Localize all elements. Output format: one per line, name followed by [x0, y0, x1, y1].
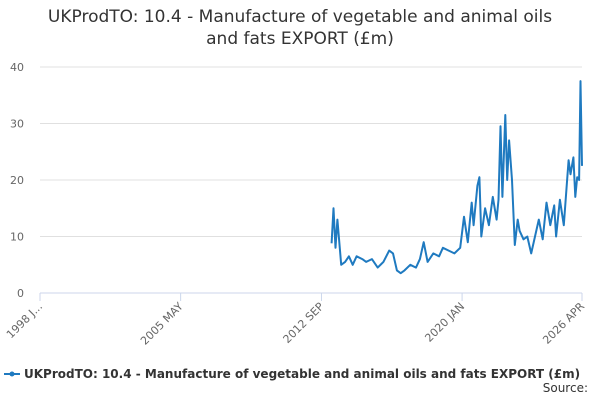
y-tick-label: 10 — [10, 231, 24, 244]
x-tick-label: 2012 SEP — [281, 300, 327, 346]
x-tick-label: 2020 JAN — [422, 300, 467, 345]
y-tick-label: 30 — [10, 118, 24, 131]
x-tick-label: 1998 J... — [4, 300, 45, 341]
y-tick-label: 20 — [10, 174, 24, 187]
chart-title: UKProdTO: 10.4 - Manufacture of vegetabl… — [47, 7, 553, 49]
x-tick-label: 2005 MAY — [138, 300, 186, 348]
source: Source: — [543, 381, 588, 395]
legend-label: UKProdTO: 10.4 - Manufacture of vegetabl… — [24, 367, 580, 381]
x-tick-label: 2026 APR — [540, 300, 587, 347]
data-line — [330, 80, 583, 275]
legend-key-marker — [9, 371, 15, 377]
y-tick-label: 0 — [17, 287, 24, 300]
y-tick-label: 40 — [10, 61, 24, 74]
